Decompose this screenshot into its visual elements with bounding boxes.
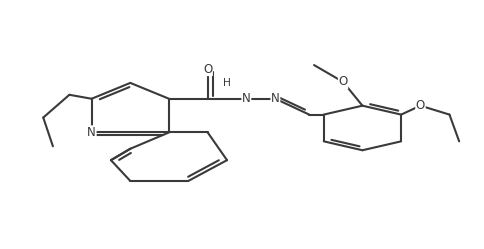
Text: O: O (203, 62, 212, 75)
Text: N: N (242, 92, 250, 105)
Text: O: O (415, 99, 424, 112)
Text: N: N (87, 126, 96, 139)
Text: O: O (338, 75, 347, 88)
Text: N: N (271, 92, 279, 105)
Text: H: H (223, 78, 230, 88)
